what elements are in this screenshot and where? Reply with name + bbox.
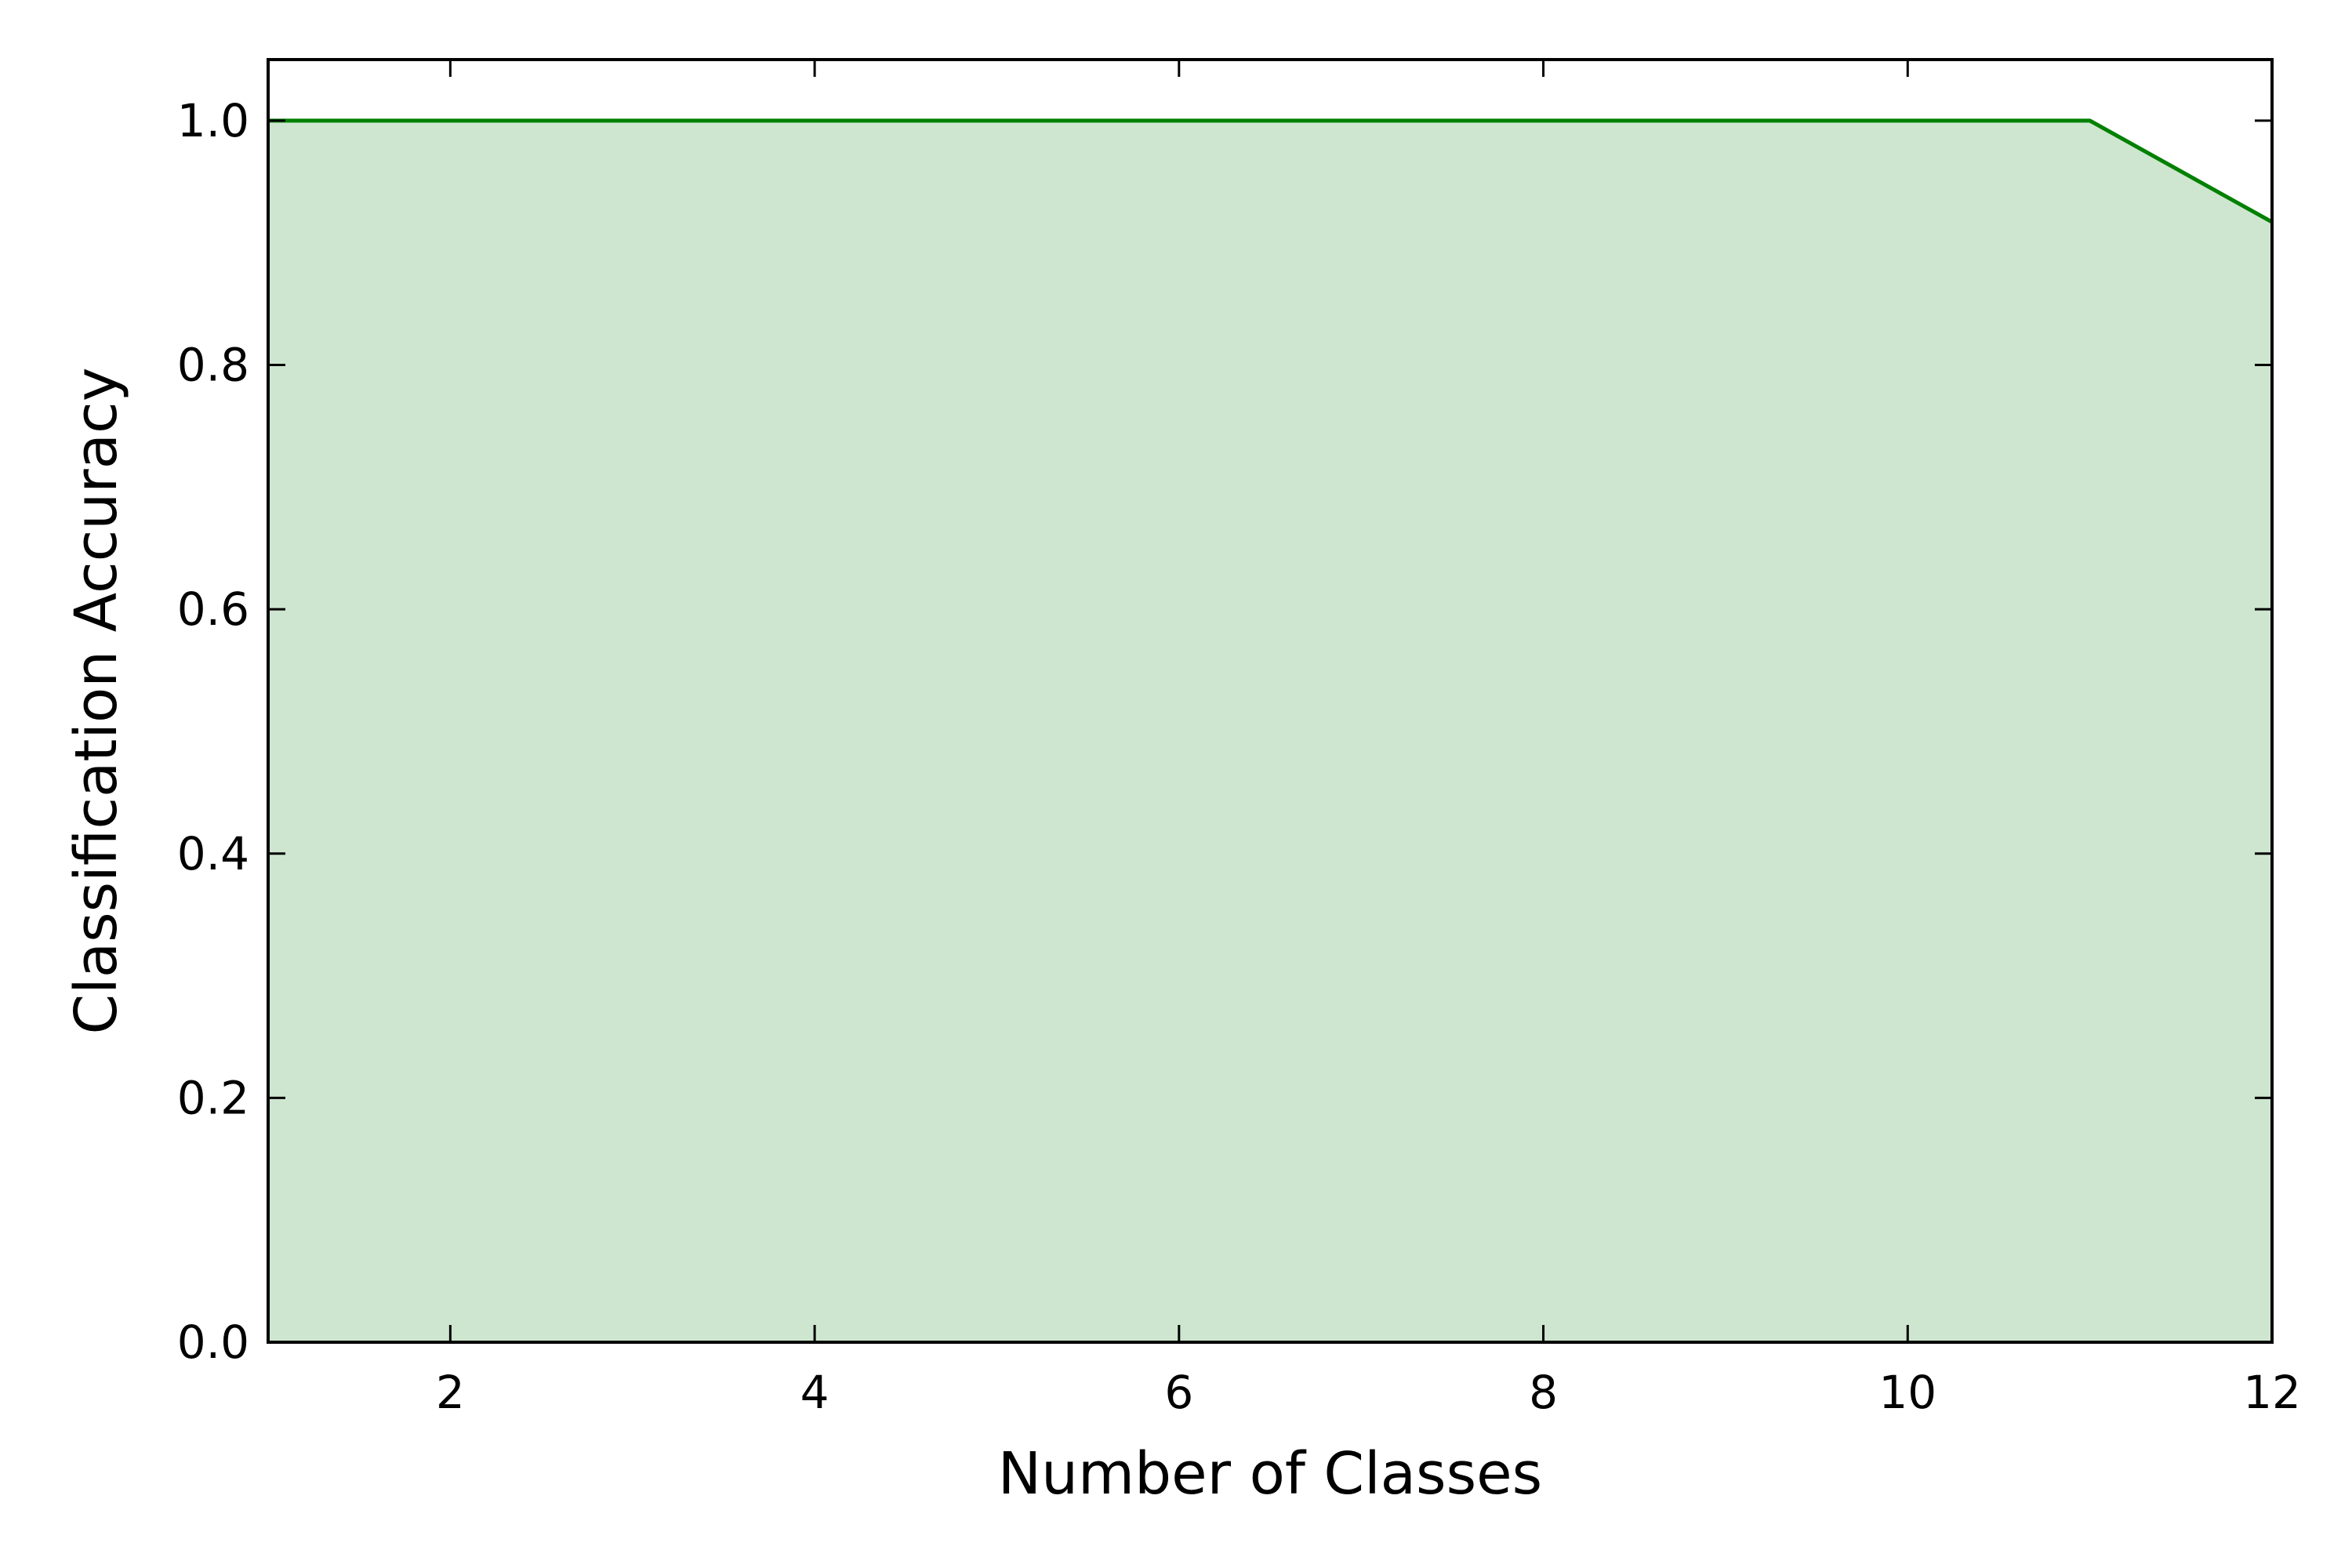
x-tick-label: 8 bbox=[1529, 1366, 1558, 1419]
x-tick-label: 6 bbox=[1164, 1366, 1193, 1419]
y-tick-label: 0.0 bbox=[177, 1316, 249, 1369]
x-tick-label: 10 bbox=[1878, 1366, 1936, 1419]
plot-area bbox=[268, 118, 2274, 1342]
series-0-area bbox=[268, 120, 2272, 1342]
y-tick-label: 0.2 bbox=[177, 1071, 249, 1124]
y-tick-label: 0.8 bbox=[177, 339, 249, 392]
series-0-line bbox=[268, 118, 2274, 224]
x-tick-label: 4 bbox=[800, 1366, 829, 1419]
y-tick-label: 0.6 bbox=[177, 583, 249, 636]
x-axis-label: Number of Classes bbox=[998, 1440, 1542, 1508]
x-tick-label: 12 bbox=[2243, 1366, 2301, 1419]
tick-labels: 2 4 6 8 10 12 0.0 0.2 0.4 0.6 0.8 1.0 bbox=[177, 94, 2301, 1419]
axes-frame bbox=[267, 58, 2274, 1344]
y-axis-label: Classification Accuracy bbox=[63, 368, 130, 1035]
y-tick-label: 0.4 bbox=[177, 827, 249, 880]
y-tick-label: 1.0 bbox=[177, 94, 249, 147]
x-tick-label: 2 bbox=[436, 1366, 465, 1419]
